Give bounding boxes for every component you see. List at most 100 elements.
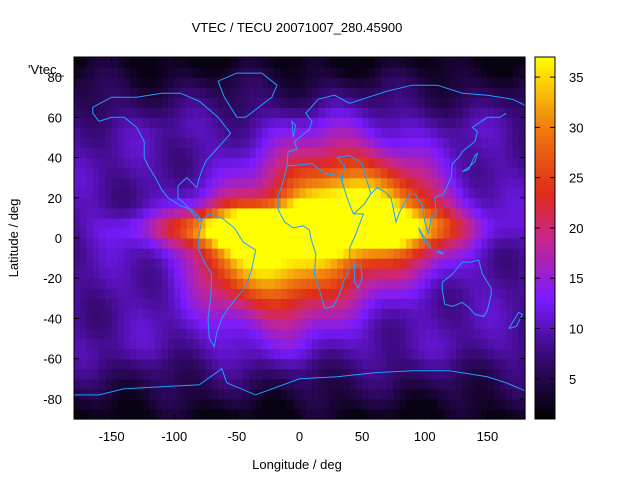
heatmap-cell — [268, 217, 276, 229]
heatmap-cell — [92, 268, 100, 279]
heatmap-cell — [368, 408, 376, 420]
heatmap-cell — [130, 308, 138, 320]
heatmap-cell — [280, 358, 288, 370]
heatmap-cell — [330, 368, 338, 380]
heatmap-cell — [418, 87, 426, 98]
heatmap-cell — [312, 348, 319, 360]
heatmap-cell — [443, 248, 451, 259]
heatmap-cell — [230, 137, 238, 149]
heatmap-cell — [487, 268, 495, 279]
heatmap-cell — [149, 378, 157, 390]
heatmap-cell — [487, 278, 495, 289]
heatmap-cell — [493, 87, 501, 98]
heatmap-cell — [380, 328, 388, 340]
heatmap-cell — [167, 97, 175, 108]
heatmap-cell — [324, 258, 332, 269]
heatmap-cell — [443, 308, 451, 320]
heatmap-cell — [86, 217, 94, 229]
y-tick-label: 80 — [48, 70, 62, 85]
heatmap-cell — [431, 328, 438, 340]
heatmap-cell — [393, 127, 401, 139]
heatmap-cell — [474, 308, 482, 320]
heatmap-cell — [174, 408, 182, 420]
heatmap-cell — [286, 67, 294, 78]
heatmap-cell — [92, 378, 100, 390]
heatmap-cell — [230, 238, 238, 249]
heatmap-cell — [243, 258, 250, 269]
heatmap-cell — [186, 197, 194, 209]
heatmap-cell — [149, 238, 157, 249]
heatmap-cell — [117, 398, 125, 410]
heatmap-cell — [431, 308, 438, 320]
heatmap-cell — [493, 197, 501, 209]
y-tick-label: -40 — [43, 311, 62, 326]
heatmap-cell — [86, 388, 94, 400]
heatmap-cell — [362, 378, 369, 390]
heatmap-cell — [149, 87, 157, 98]
heatmap-cell — [343, 338, 351, 350]
heatmap-cell — [199, 157, 207, 169]
heatmap-cell — [343, 298, 351, 309]
heatmap-cell — [474, 398, 482, 410]
heatmap-cell — [261, 348, 269, 360]
heatmap-cell — [211, 127, 219, 139]
heatmap-cell — [305, 167, 313, 179]
heatmap-cell — [111, 207, 119, 219]
heatmap-cell — [518, 238, 526, 249]
heatmap-cell — [293, 117, 301, 128]
heatmap-cell — [286, 217, 294, 229]
heatmap-cell — [424, 278, 432, 289]
heatmap-cell — [86, 67, 94, 78]
heatmap-cell — [343, 388, 351, 400]
heatmap-cell — [99, 378, 106, 390]
heatmap-cell — [380, 227, 388, 239]
heatmap-cell — [487, 77, 495, 88]
heatmap-cell — [224, 187, 232, 199]
heatmap-cell — [393, 157, 401, 169]
heatmap-cell — [405, 238, 413, 249]
heatmap-cell — [205, 238, 213, 249]
heatmap-cell — [443, 398, 451, 410]
heatmap-cell — [431, 117, 438, 128]
heatmap-cell — [412, 207, 420, 219]
heatmap-cell — [362, 107, 369, 118]
heatmap-cell — [380, 197, 388, 209]
heatmap-cell — [99, 127, 106, 139]
heatmap-cell — [324, 328, 332, 340]
heatmap-cell — [255, 227, 263, 239]
heatmap-cell — [255, 408, 263, 420]
heatmap-cell — [443, 278, 451, 289]
heatmap-cell — [493, 77, 501, 88]
heatmap-cell — [343, 187, 351, 199]
heatmap-cell — [418, 328, 426, 340]
heatmap-cell — [305, 187, 313, 199]
heatmap-cell — [236, 57, 244, 68]
heatmap-cell — [236, 398, 244, 410]
heatmap-cell — [105, 177, 113, 189]
heatmap-cell — [393, 167, 401, 179]
heatmap-cell — [161, 127, 169, 139]
heatmap-cell — [512, 368, 520, 380]
heatmap-cell — [305, 57, 313, 68]
heatmap-cell — [374, 338, 382, 350]
heatmap-cell — [355, 298, 363, 309]
heatmap-cell — [74, 288, 81, 299]
heatmap-cell — [155, 107, 163, 118]
heatmap-cell — [374, 348, 382, 360]
heatmap-cell — [355, 248, 363, 259]
heatmap-cell — [280, 227, 288, 239]
heatmap-cell — [255, 298, 263, 309]
heatmap-cell — [280, 328, 288, 340]
heatmap-cell — [268, 117, 276, 128]
heatmap-cell — [368, 77, 376, 88]
heatmap-cell — [86, 328, 94, 340]
heatmap-cell — [518, 288, 526, 299]
heatmap-cell — [305, 67, 313, 78]
heatmap-cell — [462, 217, 470, 229]
heatmap-cell — [418, 258, 426, 269]
heatmap-cell — [286, 268, 294, 279]
heatmap-cell — [412, 268, 420, 279]
heatmap-cell — [161, 378, 169, 390]
heatmap-cell — [362, 207, 369, 219]
heatmap-cell — [167, 117, 175, 128]
